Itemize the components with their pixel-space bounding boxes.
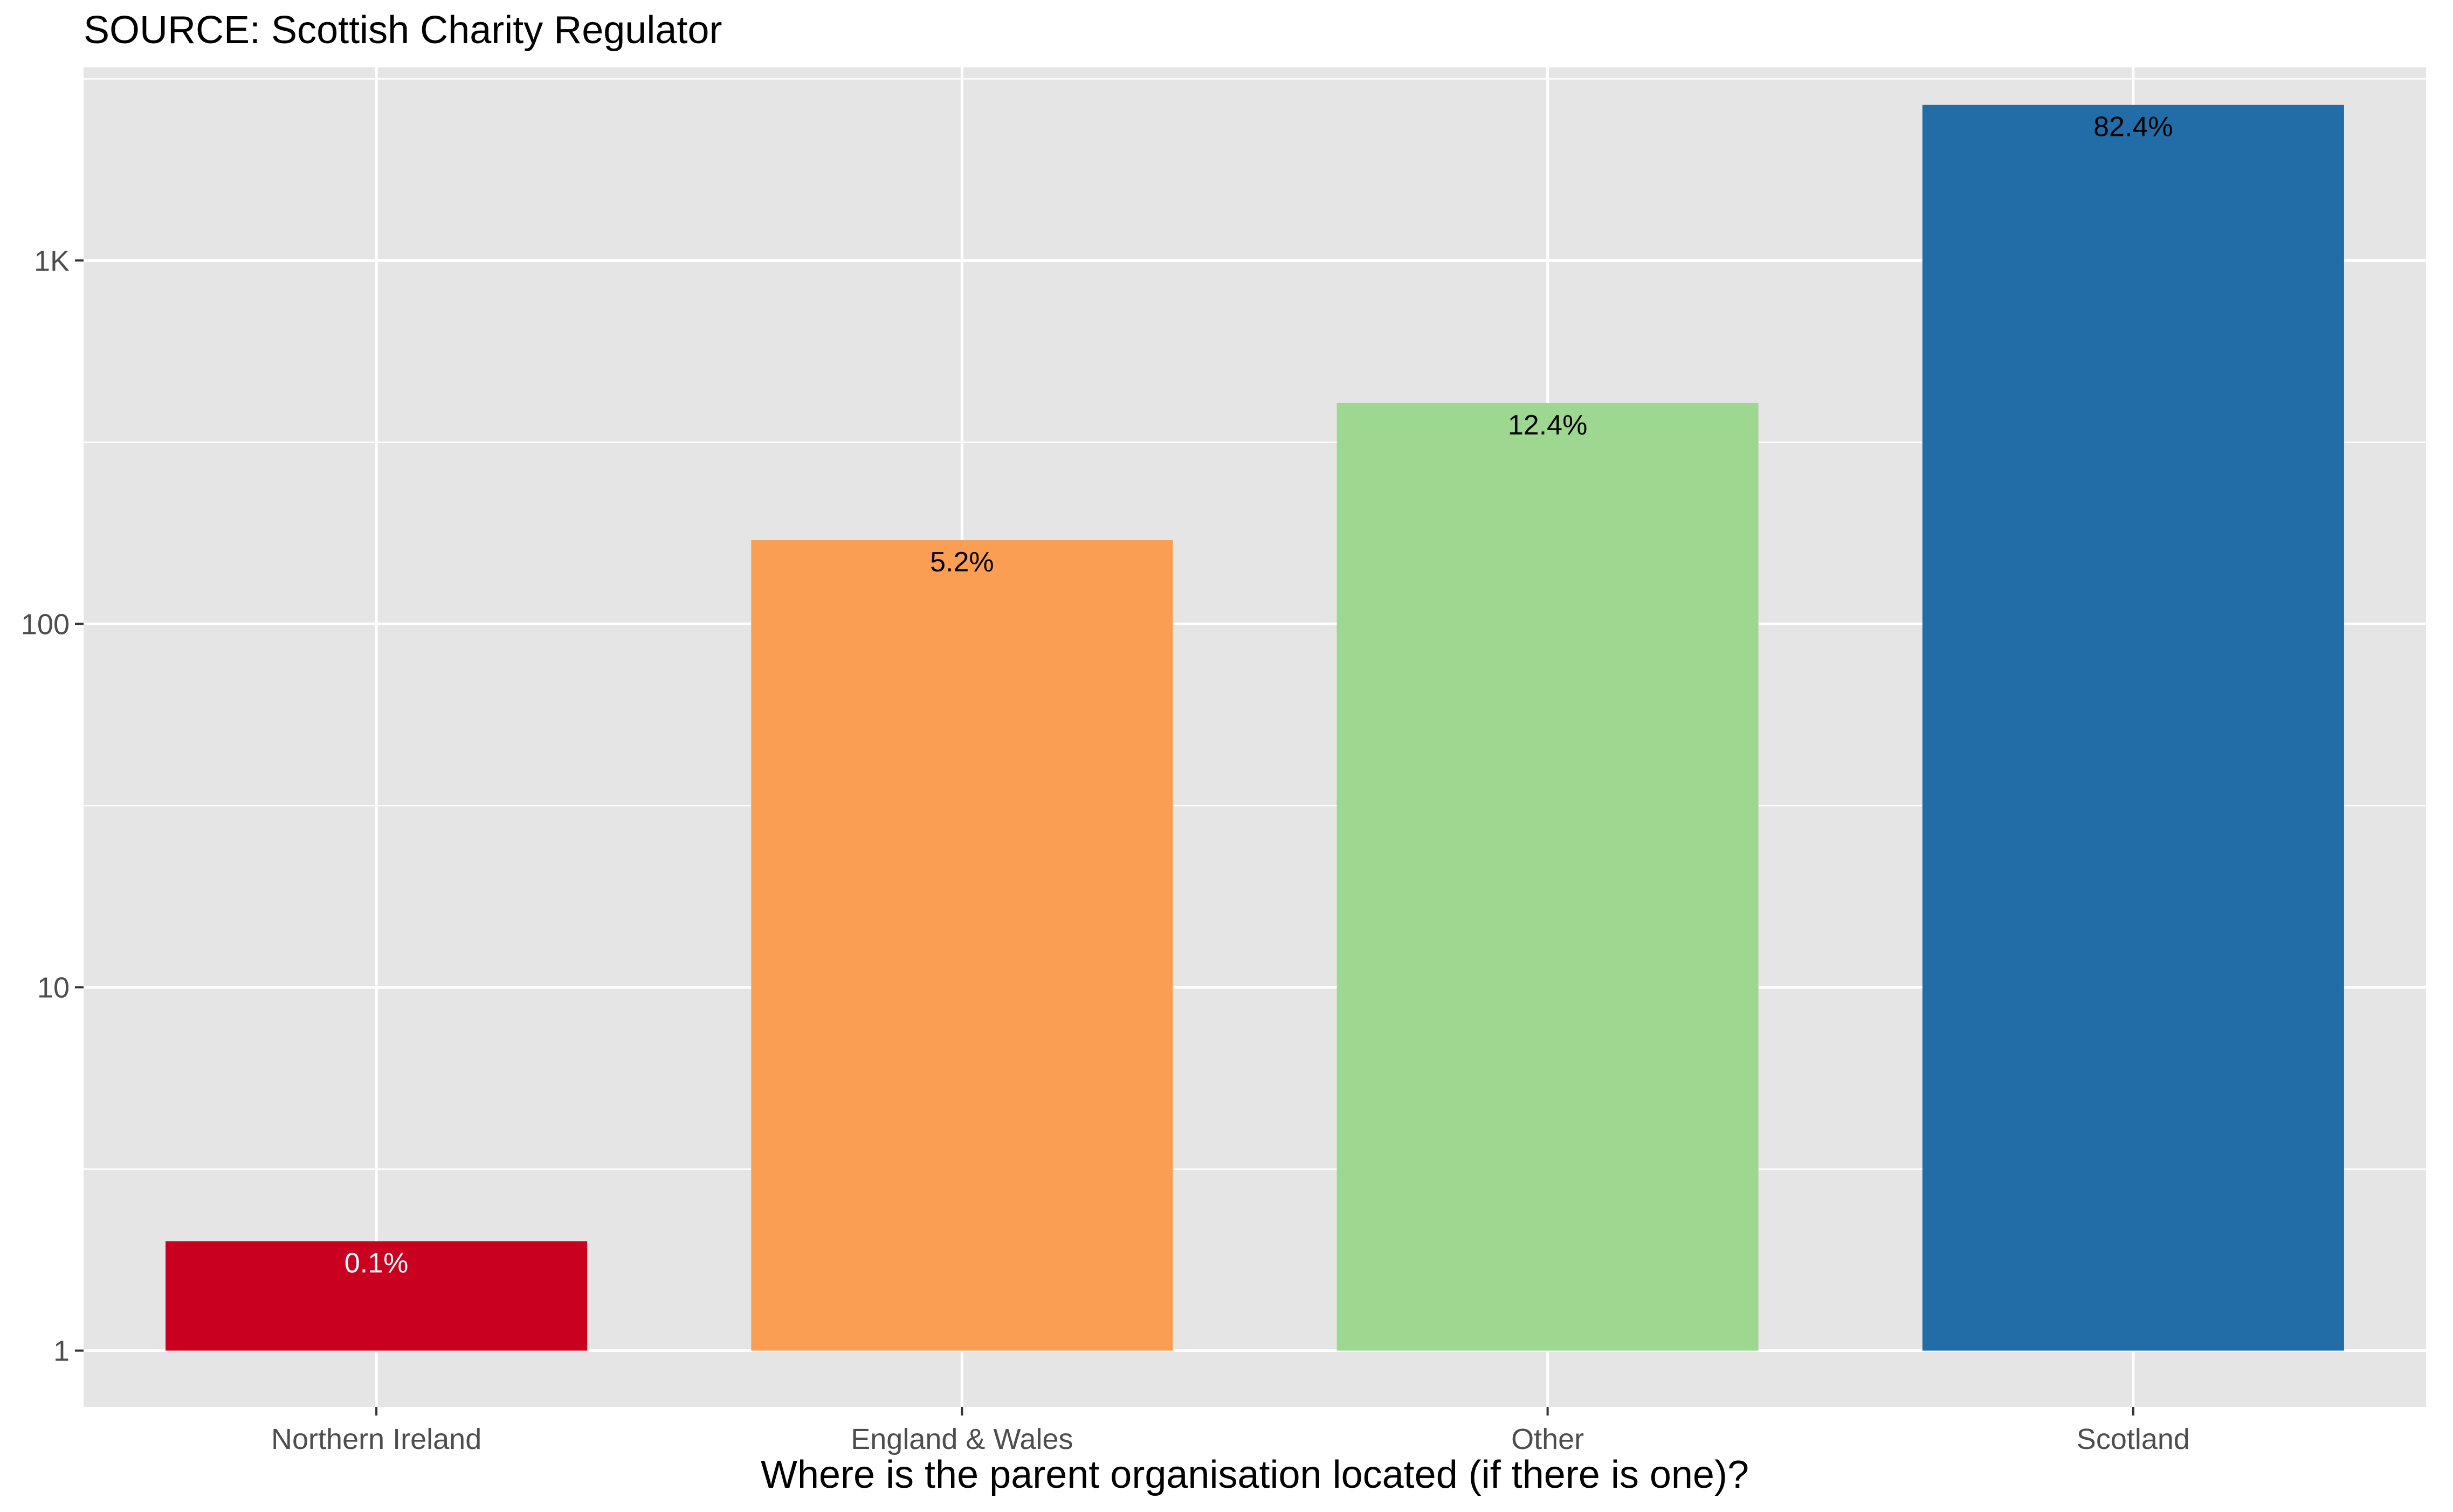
bar-data-label: 0.1%: [344, 1248, 409, 1279]
bar: [751, 540, 1173, 1351]
bar-data-label: 5.2%: [930, 547, 994, 578]
bar-data-label: 12.4%: [1508, 410, 1587, 441]
x-tick-label: Northern Ireland: [271, 1423, 481, 1455]
x-tick-label: Other: [1511, 1423, 1584, 1455]
bar: [1336, 403, 1759, 1351]
bar: [1922, 105, 2344, 1351]
x-tick-label: England & Wales: [851, 1423, 1073, 1455]
y-tick-label: 10: [37, 971, 70, 1004]
x-axis-title: Where is the parent organisation located…: [761, 1453, 1749, 1496]
y-tick-label: 100: [21, 608, 70, 640]
bar-data-label: 82.4%: [2093, 112, 2173, 143]
axes: 1 10 100 1K Northern Ireland England & Wales O…: [21, 245, 2190, 1455]
y-tick-label: 1: [53, 1335, 70, 1368]
chart-title: SOURCE: Scottish Charity Regulator: [84, 9, 722, 52]
bar: [166, 1241, 588, 1351]
y-tick-label: 1K: [34, 245, 70, 277]
x-tick-label: Scotland: [2077, 1423, 2190, 1455]
bars: 0.1% 5.2% 12.4% 82.4%: [166, 105, 2344, 1351]
